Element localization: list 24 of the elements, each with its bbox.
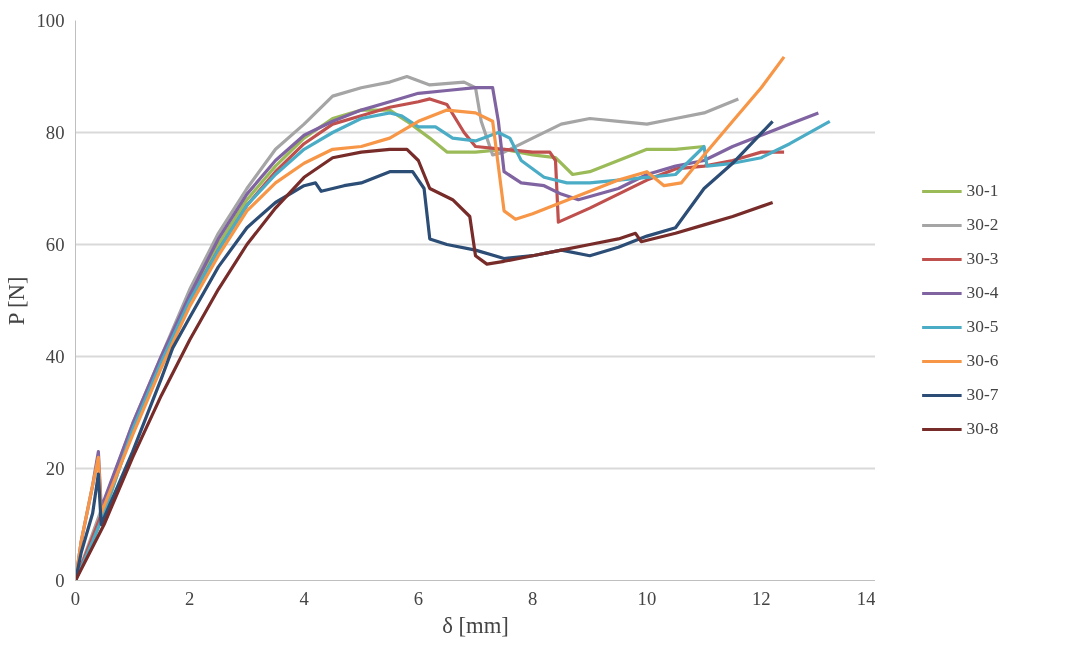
legend-label: 30-6	[966, 351, 999, 371]
y-tick-label: 60	[45, 234, 65, 255]
legend-label: 30-2	[966, 215, 999, 235]
x-tick-label: 8	[527, 587, 538, 609]
y-tick-label: 80	[45, 122, 65, 143]
legend-label: 30-8	[966, 419, 999, 439]
y-tick-label: 0	[55, 570, 65, 591]
x-tick-label: 10	[637, 587, 657, 609]
x-tick-label: 14	[856, 587, 877, 609]
x-tick-label: 6	[413, 587, 424, 609]
legend-label: 30-3	[966, 249, 999, 269]
y-tick-label: 100	[36, 10, 65, 31]
legend-label: 30-7	[966, 385, 999, 405]
x-tick-label: 4	[299, 587, 310, 609]
x-tick-label: 0	[70, 587, 81, 609]
legend-label: 30-4	[966, 283, 999, 303]
x-axis-title: δ [mm]	[442, 612, 509, 638]
y-tick-label: 20	[45, 458, 65, 479]
y-axis-title: P [N]	[3, 276, 29, 326]
legend-label: 30-1	[966, 181, 999, 201]
x-tick-label: 2	[185, 587, 195, 609]
y-tick-label: 40	[45, 346, 65, 367]
legend-label: 30-5	[966, 317, 999, 337]
x-tick-label: 12	[751, 587, 771, 609]
